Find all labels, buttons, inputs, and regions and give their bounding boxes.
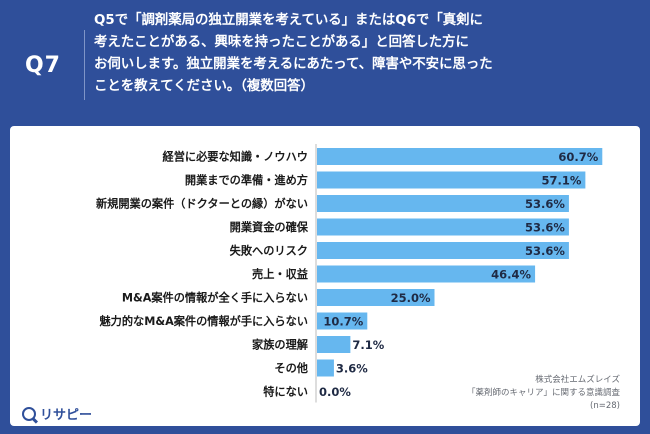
value-label: 10.7% <box>323 315 363 329</box>
source-survey: 「薬剤師のキャリア」に関する意識調査 <box>466 388 620 398</box>
bar <box>317 242 569 259</box>
source-sample-size: (n=28) <box>590 401 620 411</box>
bar <box>317 359 334 377</box>
value-label: 57.1% <box>541 174 581 188</box>
value-label: 25.0% <box>391 291 431 305</box>
risapy-logo: リサピー <box>22 404 92 423</box>
value-label: 3.6% <box>336 362 368 376</box>
category-label: 開業までの準備・進め方 <box>185 173 308 187</box>
category-label: 売上・収益 <box>252 267 308 281</box>
category-label: 家族の理解 <box>252 338 308 352</box>
category-label: 新規開業の案件（ドクターとの縁）がない <box>96 197 308 211</box>
bar <box>317 148 603 165</box>
source-company: 株式会社エムズレイズ <box>535 375 620 385</box>
value-label: 60.7% <box>558 150 598 164</box>
value-label: 53.6% <box>525 197 565 211</box>
logo-text: リサピー <box>40 408 93 423</box>
bar <box>317 218 569 236</box>
bar-chart: 経営に必要な知識・ノウハウ 60.7% 開業までの準備・進め方 57.1% 新規開業の案… <box>96 144 603 403</box>
value-label: 7.1% <box>352 338 384 352</box>
bar <box>317 171 586 189</box>
header-divider <box>84 30 85 100</box>
question-number-badge: Q7 <box>24 52 61 78</box>
category-label: 魅力的なM&A案件の情報が手に入らない <box>99 314 308 328</box>
value-label: 46.4% <box>491 268 531 282</box>
category-label: 経営に必要な知識・ノウハウ <box>163 150 308 164</box>
category-label: 特にない <box>263 385 308 399</box>
value-label: 53.6% <box>525 221 565 235</box>
category-label: 失敗へのリスク <box>230 244 308 258</box>
category-label: 開業資金の確保 <box>230 220 309 234</box>
bar <box>317 289 435 306</box>
category-label: その他 <box>274 361 308 375</box>
bar <box>317 265 536 283</box>
chart-card: 経営に必要な知識・ノウハウ 60.7% 開業までの準備・進め方 57.1% 新規開業の案… <box>10 126 640 426</box>
question-text: Q5で「調剤薬局の独立開業を考えている」またはQ6で「真剣に 考えたことがある、… <box>94 13 493 94</box>
bar <box>317 336 351 353</box>
logo-icon <box>22 406 36 421</box>
bar <box>317 195 569 212</box>
bar <box>317 312 368 330</box>
value-label: 0.0% <box>319 385 351 399</box>
category-label: M&A案件の情報が全く手に入らない <box>122 291 308 305</box>
value-label: 53.6% <box>525 244 565 258</box>
source-note: 株式会社エムズレイズ 「薬剤師のキャリア」に関する意識調査 (n=28) <box>467 374 620 413</box>
